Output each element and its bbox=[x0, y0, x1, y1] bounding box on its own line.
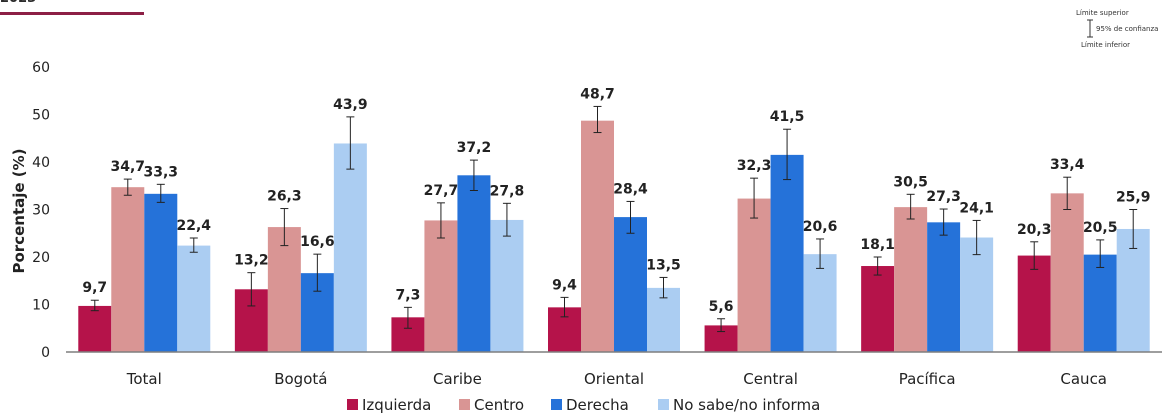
legend-swatch bbox=[347, 399, 358, 410]
data-label: 27,7 bbox=[424, 183, 459, 199]
header-year: 2023 bbox=[0, 0, 36, 6]
legend-label: Izquierda bbox=[362, 396, 431, 414]
ci-lower-label: Límite inferior bbox=[1081, 41, 1130, 49]
series-legend: Izquierda Centro Derecha No sabe/no informa bbox=[347, 396, 820, 414]
data-label: 16,6 bbox=[300, 234, 335, 250]
data-label: 24,1 bbox=[959, 200, 994, 216]
category-label: Total bbox=[126, 370, 162, 388]
category-label: Central bbox=[743, 370, 798, 388]
category-label: Caribe bbox=[433, 370, 482, 388]
ci-upper-label: Límite superior bbox=[1076, 9, 1129, 17]
y-tick-label: 0 bbox=[41, 345, 50, 361]
data-label: 41,5 bbox=[770, 109, 805, 125]
category-label: Oriental bbox=[584, 370, 644, 388]
bar bbox=[581, 120, 614, 352]
header-rule bbox=[0, 12, 144, 15]
data-label: 33,4 bbox=[1050, 157, 1085, 173]
data-label: 20,5 bbox=[1083, 220, 1118, 236]
data-label: 9,7 bbox=[82, 280, 107, 296]
legend-label: No sabe/no informa bbox=[673, 396, 820, 414]
bar bbox=[457, 175, 491, 352]
data-label: 37,2 bbox=[457, 140, 492, 156]
data-label: 27,8 bbox=[490, 183, 525, 199]
legend-label: Derecha bbox=[566, 396, 629, 414]
y-tick-label: 50 bbox=[32, 108, 50, 124]
ci-middle-label: 95% de confianza bbox=[1096, 25, 1158, 33]
bar bbox=[490, 219, 524, 352]
bar bbox=[927, 222, 961, 352]
legend-swatch bbox=[459, 399, 470, 410]
legend-swatch bbox=[658, 399, 669, 410]
bar bbox=[78, 305, 112, 352]
bar bbox=[647, 287, 680, 352]
data-label: 48,7 bbox=[580, 86, 615, 102]
y-axis-title: Porcentaje (%) bbox=[10, 148, 28, 273]
category-labels: Total Bogotá Caribe Oriental Central Pacífica… bbox=[126, 370, 1107, 388]
data-label: 7,3 bbox=[396, 287, 421, 303]
data-label: 30,5 bbox=[893, 174, 928, 190]
data-label: 28,4 bbox=[613, 181, 648, 197]
y-tick-label: 20 bbox=[32, 250, 50, 266]
legend-label: Centro bbox=[474, 396, 524, 414]
bar bbox=[267, 227, 301, 352]
y-axis-ticks: 0 10 20 30 40 50 60 bbox=[32, 60, 50, 361]
bar bbox=[960, 237, 994, 352]
bar bbox=[177, 245, 211, 352]
data-label: 18,1 bbox=[860, 237, 895, 253]
data-label: 25,9 bbox=[1116, 190, 1151, 206]
data-labels: 9,7 34,733,3 22,4 13,2 26,3 16,6 43,9 7,3 27,7 37… bbox=[82, 86, 1150, 314]
confidence-interval-legend: Límite superior 95% de confianza Límite … bbox=[1076, 9, 1158, 49]
data-label: 9,4 bbox=[552, 277, 577, 293]
data-label: 5,6 bbox=[709, 299, 734, 315]
data-label: 34,7 bbox=[111, 159, 146, 175]
legend-swatch bbox=[551, 399, 562, 410]
bar bbox=[144, 193, 178, 352]
bar bbox=[614, 217, 647, 352]
category-label: Bogotá bbox=[274, 370, 327, 388]
y-tick-label: 10 bbox=[32, 298, 50, 314]
bar bbox=[861, 266, 895, 352]
data-label: 13,5 bbox=[646, 257, 681, 273]
bar bbox=[1083, 254, 1117, 352]
data-label: 43,9 bbox=[333, 97, 368, 113]
category-label: Pacífica bbox=[899, 370, 956, 388]
data-label: 26,3 bbox=[267, 189, 302, 205]
data-label: 20,6 bbox=[803, 219, 838, 235]
bar bbox=[1116, 228, 1150, 352]
bar bbox=[424, 220, 458, 352]
y-tick-label: 30 bbox=[32, 203, 50, 219]
data-label: 32,3 bbox=[737, 158, 772, 174]
data-label: 27,3 bbox=[926, 189, 961, 205]
bar bbox=[111, 187, 145, 352]
bar bbox=[1050, 193, 1084, 352]
data-label: 22,4 bbox=[177, 218, 212, 234]
error-bars bbox=[90, 105, 1138, 333]
category-label: Cauca bbox=[1060, 370, 1107, 388]
bar bbox=[1017, 255, 1051, 352]
bars bbox=[78, 120, 1150, 352]
bar bbox=[333, 143, 367, 352]
bar bbox=[803, 254, 837, 352]
data-label: 13,2 bbox=[234, 253, 269, 269]
y-tick-label: 40 bbox=[32, 155, 50, 171]
bar bbox=[770, 154, 804, 352]
y-tick-label: 60 bbox=[32, 60, 50, 76]
data-label: 20,3 bbox=[1017, 222, 1052, 238]
bar bbox=[737, 198, 771, 352]
bar bbox=[894, 207, 928, 352]
data-label: 33,3 bbox=[144, 164, 179, 180]
